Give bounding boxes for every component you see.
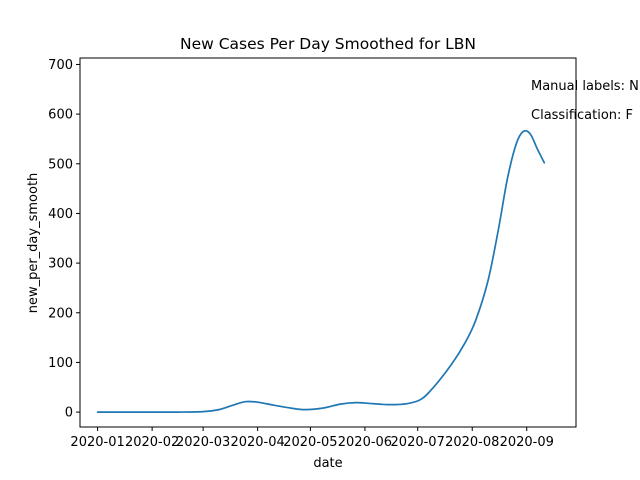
annotation-manual-labels: Manual labels: N [531,79,639,94]
plot-area [79,57,577,428]
x-tick-label: 2020-05 [283,435,337,450]
x-tick-label: 2020-06 [338,435,392,450]
x-tick-label: 2020-08 [445,435,499,450]
y-tick-label: 300 [48,257,73,272]
y-tick-label: 400 [48,207,73,222]
x-tick-label: 2020-04 [230,435,284,450]
chart-title: New Cases Per Day Smoothed for LBN [180,35,476,53]
y-tick-label: 700 [48,58,73,73]
y-tick-label: 200 [48,306,73,321]
y-tick-label: 500 [48,157,73,172]
y-tick-label: 0 [65,406,73,421]
x-tick-label: 2020-09 [500,435,554,450]
x-tick-label: 2020-02 [125,435,179,450]
series-line [96,129,546,413]
x-tick-label: 2020-07 [391,435,445,450]
x-tick-label: 2020-03 [176,435,230,450]
y-axis-title: new_per_day_smooth [26,173,41,314]
y-axis: 0 100 200 300 400 500 600 700 [48,58,80,421]
y-tick-label: 100 [48,356,73,371]
x-tick-label: 2020-01 [70,435,124,450]
x-axis-title: date [313,456,342,471]
y-tick-label: 600 [48,108,73,123]
annotation-classification: Classification: F [531,108,633,123]
